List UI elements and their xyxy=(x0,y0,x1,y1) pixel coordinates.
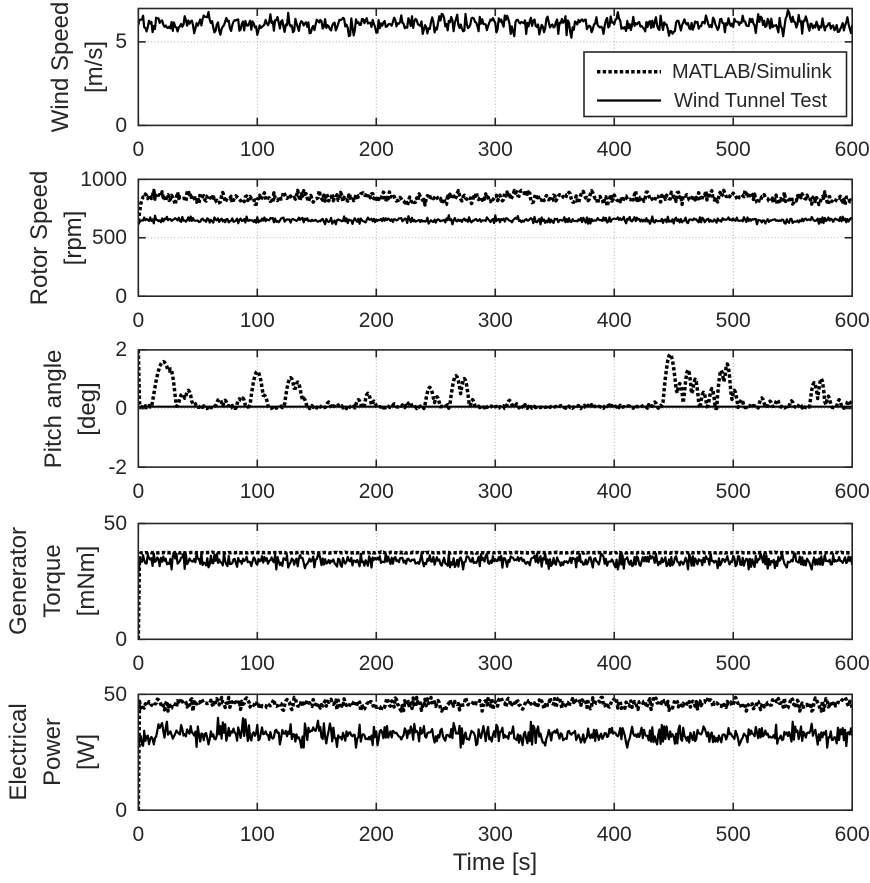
ylabel-electrical-power-line2: Power xyxy=(39,718,66,787)
x-tick-label: 600 xyxy=(834,480,870,504)
x-tick-label: 600 xyxy=(834,823,870,847)
x-tick-label: 300 xyxy=(477,823,513,847)
x-axis-title: Time [s] xyxy=(452,849,538,876)
legend-label-wind-tunnel: Wind Tunnel Test xyxy=(674,89,828,112)
y-tick-label: 50 xyxy=(103,512,127,535)
ylabel-generator-torque-line3: [mNm] xyxy=(73,546,100,617)
x-tick-label: 0 xyxy=(132,823,145,847)
x-tick-label: 500 xyxy=(715,138,751,162)
series-rotor-speed-dotted xyxy=(138,188,853,222)
ylabel-wind-speed-line1: Wind Speed xyxy=(47,1,74,133)
ylabel-generator-torque-line1: Generator xyxy=(5,527,32,636)
y-tick-label: 0 xyxy=(115,627,127,651)
x-tick-label: 300 xyxy=(477,480,513,504)
legend-label-simulink: MATLAB/Simulink xyxy=(672,60,832,83)
ylabel-pitch-angle-line1: Pitch angle xyxy=(40,349,67,468)
y-tick-label: 0 xyxy=(115,284,127,308)
x-tick-label: 300 xyxy=(477,138,513,162)
ylabel-pitch-angle-line2: [deg] xyxy=(74,381,101,436)
x-tick-label: 400 xyxy=(596,823,632,847)
series-rotor-speed-solid xyxy=(138,214,853,226)
x-tick-label: 200 xyxy=(358,309,394,333)
x-tick-label: 200 xyxy=(358,823,394,847)
x-tick-label: 100 xyxy=(239,480,275,504)
y-tick-label: 0 xyxy=(115,397,127,420)
ylabel-generator-torque-line2: Torque xyxy=(39,544,66,619)
x-tick-label: 500 xyxy=(715,823,751,847)
ylabel-rotor-speed-line1: Rotor Speed xyxy=(26,170,53,306)
y-tick-label: -2 xyxy=(108,455,127,479)
y-tick-label: 0 xyxy=(115,798,127,822)
x-tick-label: 0 xyxy=(132,652,145,676)
y-tick-label: 5 xyxy=(115,30,127,54)
ylabel-electrical-power-line3: [W] xyxy=(73,734,100,771)
x-tick-label: 600 xyxy=(834,309,870,333)
x-tick-label: 200 xyxy=(358,652,394,676)
x-tick-label: 400 xyxy=(596,652,632,676)
x-tick-label: 0 xyxy=(132,309,145,333)
x-tick-label: 400 xyxy=(596,309,632,333)
y-tick-label: 1000 xyxy=(80,167,127,191)
y-tick-label: 0 xyxy=(115,113,127,137)
x-tick-label: 600 xyxy=(834,652,870,676)
legend-box xyxy=(583,51,848,118)
x-tick-label: 600 xyxy=(834,138,870,162)
series-wind-speed-solid xyxy=(138,9,853,39)
ylabel-electrical-power-line1: Electrical xyxy=(5,703,32,801)
x-tick-label: 100 xyxy=(239,138,275,162)
x-tick-label: 200 xyxy=(358,138,394,162)
x-tick-label: 300 xyxy=(477,309,513,333)
x-tick-label: 300 xyxy=(477,652,513,676)
x-tick-label: 100 xyxy=(239,652,275,676)
y-tick-label: 2 xyxy=(115,338,127,362)
x-tick-label: 400 xyxy=(596,138,632,162)
series-generator-torque-solid xyxy=(138,552,853,574)
axes-box-generator-torque xyxy=(137,522,854,641)
x-tick-label: 100 xyxy=(239,309,275,333)
x-tick-label: 500 xyxy=(715,652,751,676)
series-electrical-power-solid xyxy=(138,716,853,749)
x-tick-label: 500 xyxy=(715,309,751,333)
x-tick-label: 500 xyxy=(715,480,751,504)
x-tick-label: 100 xyxy=(239,823,275,847)
y-tick-label: 50 xyxy=(103,682,127,706)
x-tick-label: 200 xyxy=(358,480,394,504)
ylabel-wind-speed-line2: [m/s] xyxy=(81,41,108,93)
x-tick-label: 0 xyxy=(132,138,145,162)
series-generator-torque-dotted xyxy=(138,550,853,640)
x-tick-label: 400 xyxy=(596,480,632,504)
x-tick-label: 0 xyxy=(132,480,145,504)
ylabel-rotor-speed-line2: [rpm] xyxy=(60,210,87,266)
y-tick-label: 500 xyxy=(91,226,127,250)
